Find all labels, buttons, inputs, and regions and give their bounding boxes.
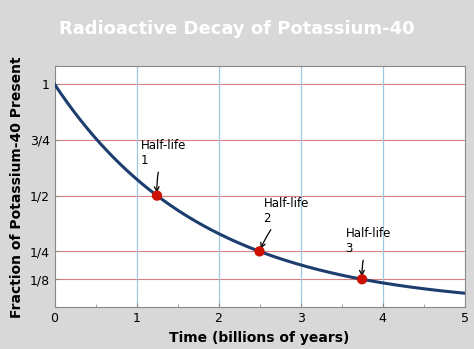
X-axis label: Time (billions of years): Time (billions of years) bbox=[169, 331, 350, 344]
Text: Half-life
2: Half-life 2 bbox=[261, 196, 309, 247]
Point bbox=[358, 276, 366, 282]
Point bbox=[256, 248, 264, 254]
Y-axis label: Fraction of Potassium-40 Present: Fraction of Potassium-40 Present bbox=[10, 56, 24, 318]
Point bbox=[153, 193, 161, 199]
Text: Radioactive Decay of Potassium-40: Radioactive Decay of Potassium-40 bbox=[59, 20, 415, 38]
Text: Half-life
1: Half-life 1 bbox=[141, 139, 186, 192]
Text: Half-life
3: Half-life 3 bbox=[346, 227, 391, 275]
